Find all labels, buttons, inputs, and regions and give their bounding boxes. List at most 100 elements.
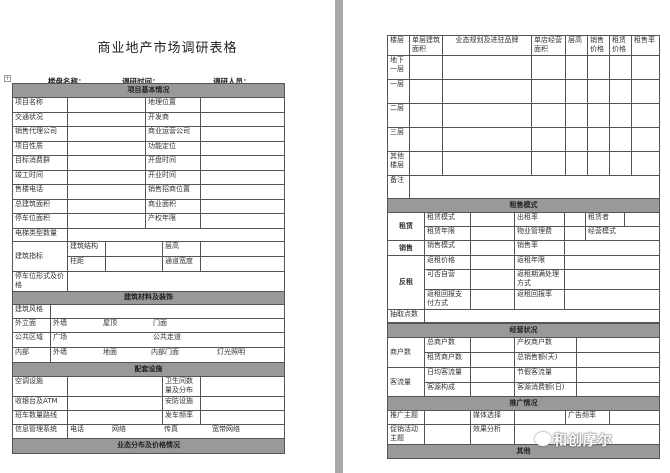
floor-cell[interactable]	[442, 79, 532, 104]
field-input[interactable]	[67, 169, 146, 185]
field-input[interactable]	[199, 395, 286, 411]
field-input[interactable]	[67, 111, 146, 127]
floor-cell[interactable]	[631, 79, 660, 104]
parking-form-field[interactable]	[66, 270, 286, 292]
field-input[interactable]	[199, 213, 286, 229]
field-label: 地理位置	[145, 97, 201, 113]
promo-theme-field[interactable]	[424, 410, 471, 425]
style-field[interactable]	[49, 303, 286, 319]
leaseback-payment-field[interactable]	[470, 289, 515, 310]
floor-cell[interactable]	[409, 103, 443, 128]
commission-field[interactable]	[423, 309, 661, 323]
rent-mode-field[interactable]	[470, 212, 515, 227]
floor-cell[interactable]	[609, 55, 632, 80]
floor-height-field[interactable]	[199, 240, 286, 257]
aisle-width-field[interactable]	[199, 255, 286, 272]
floor-cell[interactable]	[631, 151, 660, 176]
total-merchants-field[interactable]	[470, 337, 515, 353]
field-input[interactable]	[199, 97, 286, 113]
floor-cell[interactable]	[587, 55, 610, 80]
floor-cell[interactable]	[531, 127, 566, 152]
rent-rate-field[interactable]	[564, 212, 586, 227]
floor-cell[interactable]	[587, 103, 610, 128]
floor-cell[interactable]	[409, 79, 443, 104]
daily-traffic-field[interactable]	[470, 367, 515, 383]
field-input[interactable]	[67, 155, 146, 171]
owner-merchants-label: 产权商户数	[514, 337, 577, 353]
sale-rate-field[interactable]	[563, 240, 661, 256]
floor-cell[interactable]	[609, 79, 632, 104]
rent-merchants-field[interactable]	[470, 352, 515, 368]
floor-cell[interactable]	[565, 103, 588, 128]
field-input[interactable]	[199, 140, 286, 156]
floor-cell[interactable]	[409, 127, 443, 152]
sale-mode-field[interactable]	[470, 240, 515, 256]
floor-cell[interactable]	[442, 151, 532, 176]
rent-term-field[interactable]	[470, 226, 515, 241]
leaseback-price-field[interactable]	[470, 255, 515, 270]
ad-frequency-field[interactable]	[609, 410, 660, 425]
field-input[interactable]	[67, 126, 146, 142]
table-row: 班车数量路线 发车频率	[12, 409, 286, 425]
floor-cell[interactable]	[531, 55, 566, 80]
floor-cell[interactable]	[631, 127, 660, 152]
field-input[interactable]	[67, 184, 146, 200]
remark-field[interactable]	[409, 175, 660, 199]
floor-cell[interactable]	[565, 55, 588, 80]
table-row: 空调设施 卫生间数量及分布	[12, 375, 286, 397]
floor-cell[interactable]	[631, 55, 660, 80]
field-input[interactable]	[67, 198, 146, 214]
field-input[interactable]	[67, 140, 146, 156]
owner-merchants-field[interactable]	[575, 337, 661, 353]
field-input[interactable]	[199, 184, 286, 200]
floor-cell[interactable]	[565, 127, 588, 152]
floor-cell[interactable]	[442, 127, 532, 152]
field-input[interactable]	[199, 126, 286, 142]
field-input[interactable]	[199, 409, 286, 425]
property-fee-field[interactable]	[564, 226, 586, 241]
floor-cell[interactable]	[609, 127, 632, 152]
floor-cell[interactable]	[609, 151, 632, 176]
field-input[interactable]	[67, 409, 163, 425]
column-spacing-field[interactable]	[105, 255, 163, 272]
section-business: 业态分布及价格情况	[11, 437, 286, 454]
floor-cell[interactable]	[442, 55, 532, 80]
structure-field[interactable]	[105, 240, 163, 257]
field-input[interactable]	[199, 155, 286, 171]
field-input[interactable]	[199, 169, 286, 185]
floor-cell[interactable]	[531, 103, 566, 128]
floor-cell[interactable]	[587, 127, 610, 152]
field-label: 安防设施	[162, 395, 201, 411]
field-input[interactable]	[67, 395, 163, 411]
floor-cell[interactable]	[409, 55, 443, 80]
floor-cell[interactable]	[587, 151, 610, 176]
floor-cell[interactable]	[442, 103, 532, 128]
customer-mix-field[interactable]	[470, 382, 515, 397]
field-input[interactable]	[67, 213, 146, 229]
floor-cell[interactable]	[409, 151, 443, 176]
field-input[interactable]	[199, 375, 286, 397]
floor-cell[interactable]	[565, 79, 588, 104]
floor-cell[interactable]	[631, 103, 660, 128]
field-input[interactable]	[199, 198, 286, 214]
tenant-field[interactable]	[623, 212, 661, 227]
field-input[interactable]	[199, 111, 286, 127]
leaseback-term-field[interactable]	[563, 255, 661, 270]
media-field[interactable]	[514, 410, 566, 425]
total-sales-field[interactable]	[575, 352, 661, 368]
floor-cell[interactable]	[531, 79, 566, 104]
holiday-traffic-field[interactable]	[575, 367, 661, 383]
self-operate-field[interactable]	[470, 269, 515, 290]
floor-cell[interactable]	[609, 103, 632, 128]
leaseback-return-field[interactable]	[563, 289, 661, 310]
field-input[interactable]	[67, 97, 146, 113]
floor-cell[interactable]	[531, 151, 566, 176]
leaseback-expiry-field[interactable]	[563, 269, 661, 290]
customer-spend-field[interactable]	[575, 382, 661, 397]
table-move-handle-icon[interactable]: +	[4, 75, 11, 82]
floor-cell[interactable]	[587, 79, 610, 104]
elevator-field[interactable]	[66, 227, 286, 242]
sales-promo-theme-field[interactable]	[424, 424, 471, 445]
field-input[interactable]	[67, 375, 163, 397]
floor-cell[interactable]	[565, 151, 588, 176]
